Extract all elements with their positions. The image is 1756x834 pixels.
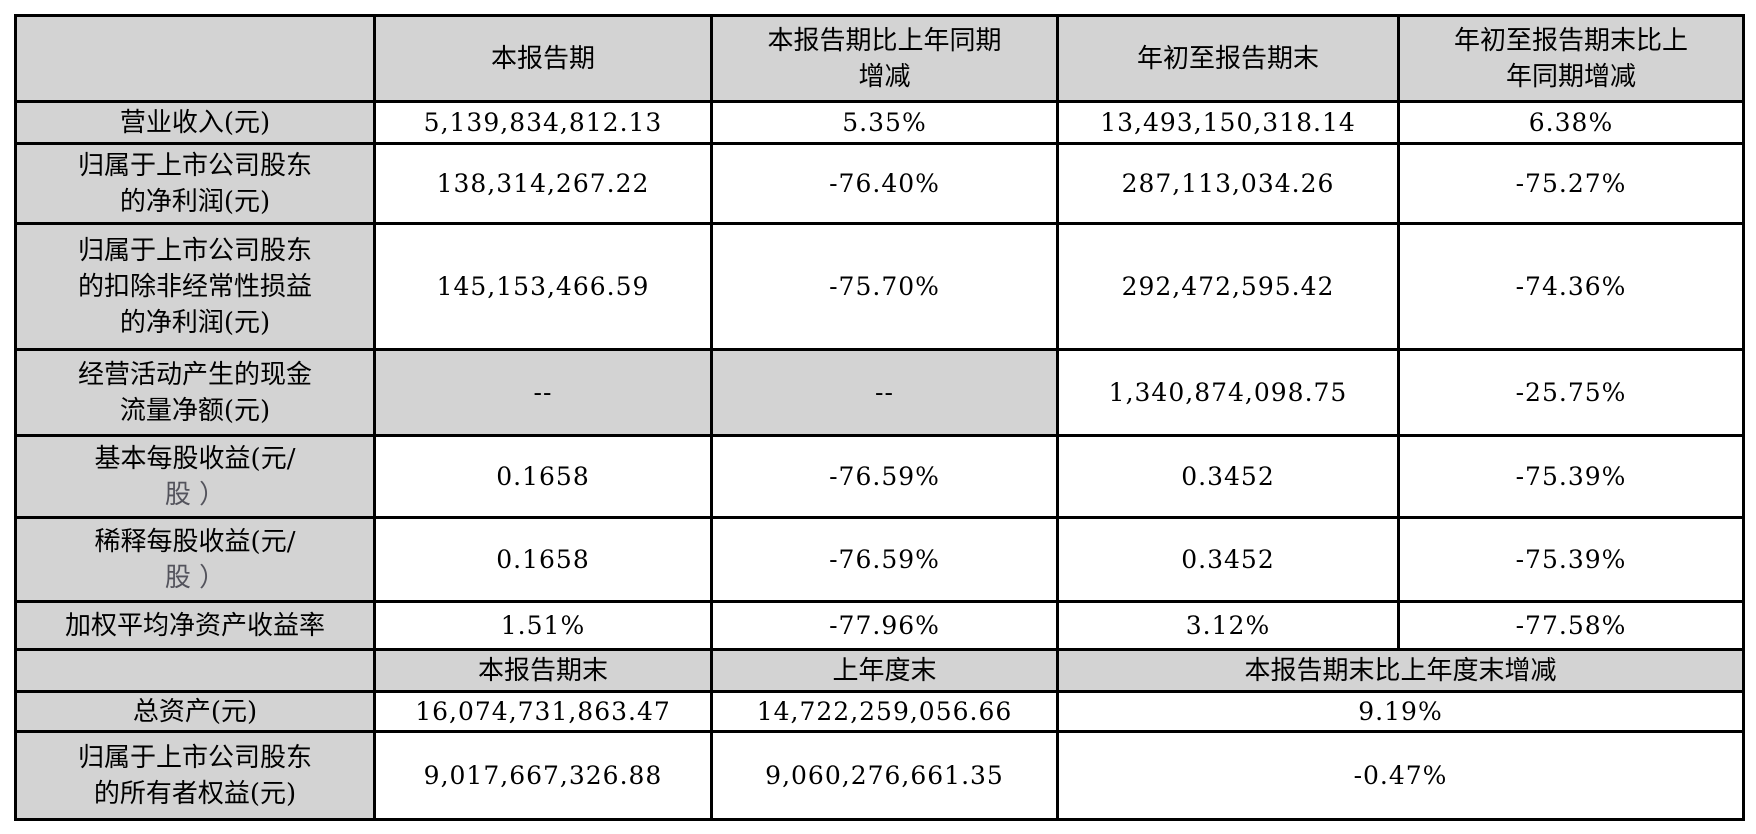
revenue-current-change: 5.35% — [710, 100, 1059, 145]
cash-flow-current-change: -- — [710, 348, 1059, 437]
row-label-basic-eps: 基本每股收益(元/ 股 ） — [14, 434, 376, 519]
header-line: 增减 — [858, 61, 911, 92]
label-line: 的所有者权益(元) — [93, 778, 297, 809]
label-line: 的净利润(元) — [119, 186, 271, 217]
label-line: 基本每股收益(元/ — [94, 443, 296, 474]
header-row-period-end: 本报告期末 上年度末 本报告期末比上年度末增减 — [14, 648, 1745, 693]
table-row-revenue: 营业收入(元) 5,139,834,812.13 5.35% 13,493,15… — [14, 100, 1745, 145]
label-line: 加权平均净资产收益率 — [64, 610, 325, 641]
label-line: 稀释每股收益(元/ — [94, 526, 296, 557]
basic-eps-ytd: 0.3452 — [1056, 434, 1400, 519]
label-line: 归属于上市公司股东 — [77, 150, 312, 181]
diluted-eps-current: 0.1658 — [373, 516, 713, 603]
corner-cell — [14, 648, 376, 693]
row-label-net-profit-excl: 归属于上市公司股东 的扣除非经常性损益 的净利润(元) — [14, 222, 376, 351]
label-line: 流量净额(元) — [119, 395, 271, 426]
table-row-net-profit-excl-nonrecurring: 归属于上市公司股东 的扣除非经常性损益 的净利润(元) 145,153,466.… — [14, 222, 1745, 351]
table-row-basic-eps: 基本每股收益(元/ 股 ） 0.1658 -76.59% 0.3452 -75.… — [14, 434, 1745, 519]
row-label-cash-flow: 经营活动产生的现金 流量净额(元) — [14, 348, 376, 437]
cash-flow-current: -- — [373, 348, 713, 437]
key-indicators-table: 本报告期 本报告期比上年同期 增减 年初至报告期末 年初至报告期末比上 年同期增… — [14, 14, 1745, 821]
diluted-eps-current-change: -76.59% — [710, 516, 1059, 603]
revenue-current: 5,139,834,812.13 — [373, 100, 713, 145]
basic-eps-ytd-change: -75.39% — [1397, 434, 1745, 519]
revenue-ytd-change: 6.38% — [1397, 100, 1745, 145]
row-label-net-profit: 归属于上市公司股东 的净利润(元) — [14, 142, 376, 225]
header-current-period: 本报告期 — [373, 14, 713, 103]
revenue-ytd: 13,493,150,318.14 — [1056, 100, 1400, 145]
label-line: 股 ） — [164, 562, 226, 593]
weighted-roe-ytd: 3.12% — [1056, 600, 1400, 651]
row-label-revenue: 营业收入(元) — [14, 100, 376, 145]
row-label-total-assets: 总资产(元) — [14, 690, 376, 733]
basic-eps-current-change: -76.59% — [710, 434, 1059, 519]
net-profit-ytd-change: -75.27% — [1397, 142, 1745, 225]
label-line: 股 ） — [164, 479, 226, 510]
weighted-roe-current-change: -77.96% — [710, 600, 1059, 651]
header-row-period: 本报告期 本报告期比上年同期 增减 年初至报告期末 年初至报告期末比上 年同期增… — [14, 14, 1745, 103]
total-assets-period-end: 16,074,731,863.47 — [373, 690, 713, 733]
net-profit-ytd: 287,113,034.26 — [1056, 142, 1400, 225]
row-label-weighted-roe: 加权平均净资产收益率 — [14, 600, 376, 651]
net-profit-excl-current: 145,153,466.59 — [373, 222, 713, 351]
equity-period-end: 9,017,667,326.88 — [373, 730, 713, 821]
net-profit-excl-ytd-change: -74.36% — [1397, 222, 1745, 351]
header-ytd: 年初至报告期末 — [1056, 14, 1400, 103]
net-profit-current: 138,314,267.22 — [373, 142, 713, 225]
diluted-eps-ytd: 0.3452 — [1056, 516, 1400, 603]
row-label-diluted-eps: 稀释每股收益(元/ 股 ） — [14, 516, 376, 603]
table-row-total-assets: 总资产(元) 16,074,731,863.47 14,722,259,056.… — [14, 690, 1745, 733]
table-row-weighted-roe: 加权平均净资产收益率 1.51% -77.96% 3.12% -77.58% — [14, 600, 1745, 651]
header-line: 年同期增减 — [1505, 61, 1636, 92]
net-profit-current-change: -76.40% — [710, 142, 1059, 225]
header-period-end: 本报告期末 — [373, 648, 713, 693]
header-current-vs-prior: 本报告期比上年同期 增减 — [710, 14, 1059, 103]
diluted-eps-ytd-change: -75.39% — [1397, 516, 1745, 603]
label-line: 的扣除非经常性损益 — [77, 271, 312, 302]
header-period-end-vs-prior-year-end: 本报告期末比上年度末增减 — [1056, 648, 1745, 693]
net-profit-excl-ytd: 292,472,595.42 — [1056, 222, 1400, 351]
label-line: 总资产(元) — [132, 696, 258, 727]
label-line: 营业收入(元) — [119, 107, 271, 138]
total-assets-prior-year-end: 14,722,259,056.66 — [710, 690, 1059, 733]
header-ytd-vs-prior: 年初至报告期末比上 年同期增减 — [1397, 14, 1745, 103]
row-label-shareholders-equity: 归属于上市公司股东 的所有者权益(元) — [14, 730, 376, 821]
financial-summary-table: 本报告期 本报告期比上年同期 增减 年初至报告期末 年初至报告期末比上 年同期增… — [14, 14, 1745, 821]
table-row-shareholders-equity: 归属于上市公司股东 的所有者权益(元) 9,017,667,326.88 9,0… — [14, 730, 1745, 821]
label-line: 归属于上市公司股东 — [77, 235, 312, 266]
table-row-operating-cash-flow: 经营活动产生的现金 流量净额(元) -- -- 1,340,874,098.75… — [14, 348, 1745, 437]
weighted-roe-current: 1.51% — [373, 600, 713, 651]
header-prior-year-end: 上年度末 — [710, 648, 1059, 693]
weighted-roe-ytd-change: -77.58% — [1397, 600, 1745, 651]
header-line: 本报告期比上年同期 — [767, 25, 1002, 56]
cash-flow-ytd: 1,340,874,098.75 — [1056, 348, 1400, 437]
header-line: 年初至报告期末比上 — [1453, 25, 1688, 56]
label-line: 归属于上市公司股东 — [77, 742, 312, 773]
corner-cell — [14, 14, 376, 103]
label-line: 经营活动产生的现金 — [77, 359, 312, 390]
total-assets-change: 9.19% — [1056, 690, 1745, 733]
cash-flow-ytd-change: -25.75% — [1397, 348, 1745, 437]
table-row-diluted-eps: 稀释每股收益(元/ 股 ） 0.1658 -76.59% 0.3452 -75.… — [14, 516, 1745, 603]
equity-prior-year-end: 9,060,276,661.35 — [710, 730, 1059, 821]
table-row-net-profit: 归属于上市公司股东 的净利润(元) 138,314,267.22 -76.40%… — [14, 142, 1745, 225]
net-profit-excl-current-change: -75.70% — [710, 222, 1059, 351]
basic-eps-current: 0.1658 — [373, 434, 713, 519]
label-line: 的净利润(元) — [119, 307, 271, 338]
equity-change: -0.47% — [1056, 730, 1745, 821]
